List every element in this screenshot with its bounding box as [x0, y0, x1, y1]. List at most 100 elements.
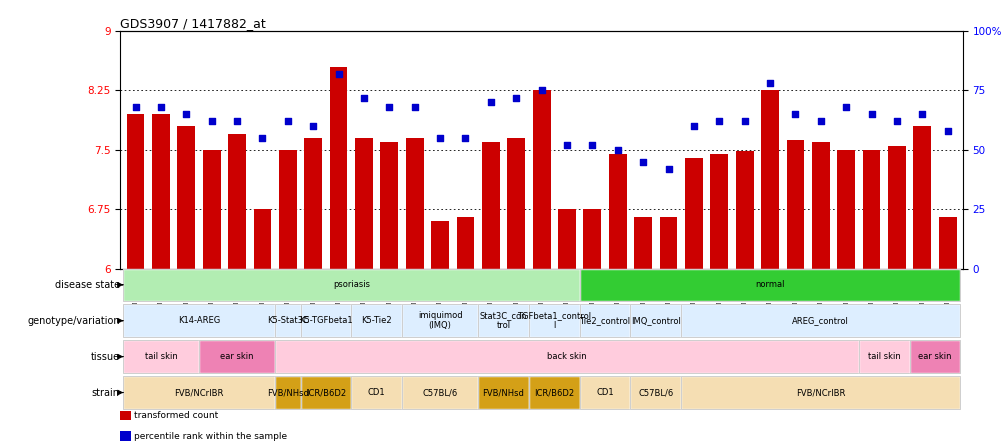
Point	[735, 118, 752, 125]
Bar	[761, 91, 779, 269]
Point	[178, 111, 194, 118]
Text: K5-Stat3C: K5-Stat3C	[267, 316, 309, 325]
Bar	[254, 209, 272, 269]
Bar	[579, 269, 959, 301]
Text: C57BL/6: C57BL/6	[637, 388, 672, 397]
Text: tail skin: tail skin	[144, 352, 177, 361]
Bar	[913, 126, 930, 269]
Bar	[228, 134, 245, 269]
Bar	[123, 377, 275, 409]
Point	[457, 135, 473, 142]
Point	[584, 142, 600, 149]
Text: back skin: back skin	[547, 352, 586, 361]
Bar	[680, 377, 959, 409]
Point	[356, 94, 372, 101]
Bar	[123, 269, 579, 301]
Bar	[630, 305, 680, 337]
Bar	[528, 305, 579, 337]
Point	[228, 118, 244, 125]
Bar	[579, 305, 630, 337]
Text: FVB/NHsd: FVB/NHsd	[482, 388, 524, 397]
Point	[634, 158, 650, 165]
Bar	[630, 377, 680, 409]
Bar	[304, 138, 322, 269]
Bar	[862, 150, 880, 269]
Bar	[351, 377, 402, 409]
Point	[127, 103, 143, 111]
Text: strain: strain	[92, 388, 119, 397]
Text: GDS3907 / 1417882_at: GDS3907 / 1417882_at	[120, 17, 266, 30]
Bar	[887, 146, 905, 269]
Bar	[152, 114, 169, 269]
Bar	[735, 151, 753, 269]
Text: FVB/NCrIBR: FVB/NCrIBR	[174, 388, 223, 397]
Text: K5-TGFbeta1: K5-TGFbeta1	[299, 316, 353, 325]
Point	[939, 127, 955, 135]
Bar	[275, 305, 301, 337]
Text: AREG_control: AREG_control	[792, 316, 849, 325]
Point	[863, 111, 879, 118]
Bar	[811, 142, 829, 269]
Bar	[330, 67, 347, 269]
Text: tissue: tissue	[90, 352, 119, 361]
Bar	[528, 377, 579, 409]
Text: Stat3C_con
trol: Stat3C_con trol	[479, 311, 527, 330]
Bar	[507, 138, 525, 269]
Point	[331, 70, 347, 77]
Text: tail skin: tail skin	[867, 352, 900, 361]
Bar	[532, 91, 550, 269]
Point	[609, 146, 625, 153]
Point	[762, 80, 778, 87]
Point	[533, 87, 549, 94]
Text: ear skin: ear skin	[917, 352, 951, 361]
Bar	[198, 341, 275, 373]
Bar	[938, 217, 956, 269]
Text: C57BL/6: C57BL/6	[422, 388, 457, 397]
Point	[660, 165, 676, 172]
Bar	[680, 377, 959, 409]
Bar	[123, 305, 275, 337]
Bar	[275, 377, 301, 409]
Point	[280, 118, 296, 125]
Point	[812, 118, 828, 125]
Bar	[456, 217, 474, 269]
Text: CD1: CD1	[368, 388, 385, 397]
Bar	[301, 377, 351, 409]
Bar	[123, 305, 275, 337]
Bar	[380, 142, 398, 269]
Text: FVB/NHsd: FVB/NHsd	[267, 388, 309, 397]
Text: percentile rank within the sample: percentile rank within the sample	[134, 432, 288, 440]
Point	[558, 142, 574, 149]
Point	[432, 135, 448, 142]
Bar	[123, 269, 579, 301]
Text: TGFbeta1_control
l: TGFbeta1_control l	[517, 311, 591, 330]
Bar	[557, 209, 575, 269]
Bar	[909, 341, 959, 373]
Bar	[275, 341, 858, 373]
Bar	[275, 377, 301, 409]
Text: K5-Tie2: K5-Tie2	[361, 316, 392, 325]
Bar	[351, 305, 402, 337]
Bar	[659, 217, 676, 269]
Text: ICR/B6D2: ICR/B6D2	[306, 388, 346, 397]
Point	[787, 111, 803, 118]
Bar	[478, 377, 528, 409]
Bar	[478, 305, 528, 337]
Point	[305, 123, 321, 130]
Point	[888, 118, 904, 125]
Bar	[279, 150, 297, 269]
Bar	[198, 341, 275, 373]
Bar	[406, 138, 423, 269]
Bar	[120, 411, 130, 420]
Text: genotype/variation: genotype/variation	[27, 316, 119, 326]
Bar	[177, 126, 195, 269]
Bar	[355, 138, 373, 269]
Bar	[402, 305, 478, 337]
Bar	[684, 158, 702, 269]
Bar	[275, 341, 858, 373]
Bar	[633, 217, 651, 269]
Bar	[123, 341, 198, 373]
Bar	[709, 154, 727, 269]
Bar	[301, 305, 351, 337]
Bar	[123, 341, 198, 373]
